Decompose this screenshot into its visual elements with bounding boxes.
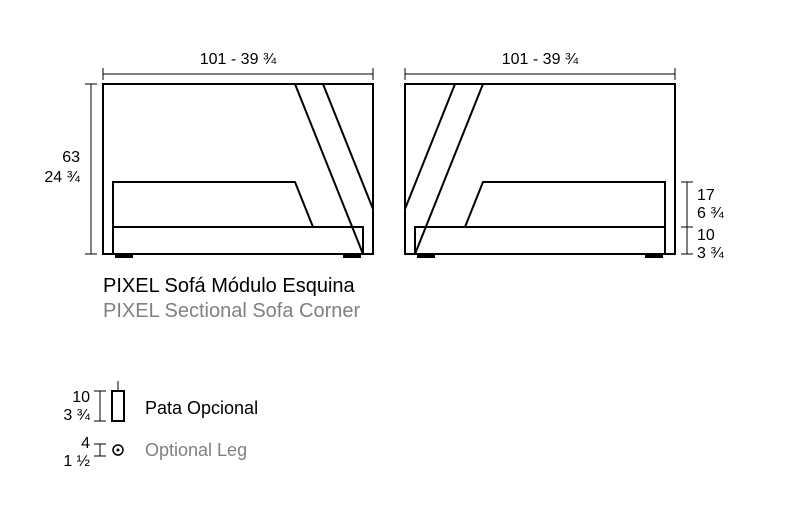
- dim-height-cm: 63: [62, 149, 80, 166]
- dim-width-right-text: 101 - 39 ¾: [502, 51, 579, 68]
- leg-short-cm: 4: [81, 435, 90, 452]
- leg-tall-cm: 10: [72, 389, 90, 406]
- leg-short: 4 1 ½: [63, 435, 123, 470]
- diagram-svg: 101 - 39 ¾ 101 - 39 ¾ 63 24 ¾ 17 6 ¾ 10 …: [0, 0, 800, 517]
- dim-cushion: 17 6 ¾: [681, 182, 724, 227]
- dim-base-in: 3 ¾: [697, 245, 724, 262]
- left-module: [103, 84, 373, 258]
- leg-label-main: Pata Opcional: [145, 398, 258, 419]
- dim-base-cm: 10: [697, 227, 715, 244]
- leg-short-in: 1 ½: [63, 453, 90, 470]
- dim-width-left: 101 - 39 ¾: [103, 51, 373, 80]
- dim-width-right: 101 - 39 ¾: [405, 51, 675, 80]
- leg-tall-in: 3 ¾: [63, 407, 90, 424]
- leg-tall: 10 3 ¾: [63, 381, 124, 424]
- dim-cushion-in: 6 ¾: [697, 205, 724, 222]
- leg-label-sub: Optional Leg: [145, 440, 247, 461]
- dim-width-left-text: 101 - 39 ¾: [200, 51, 277, 68]
- dim-cushion-cm: 17: [697, 187, 715, 204]
- right-module: [405, 84, 675, 258]
- title-main: PIXEL Sofá Módulo Esquina: [103, 275, 355, 298]
- dim-height-left: 63 24 ¾: [44, 84, 97, 254]
- title-sub: PIXEL Sectional Sofa Corner: [103, 300, 360, 323]
- dim-base: 10 3 ¾: [681, 227, 724, 262]
- dim-height-in: 24 ¾: [44, 169, 80, 186]
